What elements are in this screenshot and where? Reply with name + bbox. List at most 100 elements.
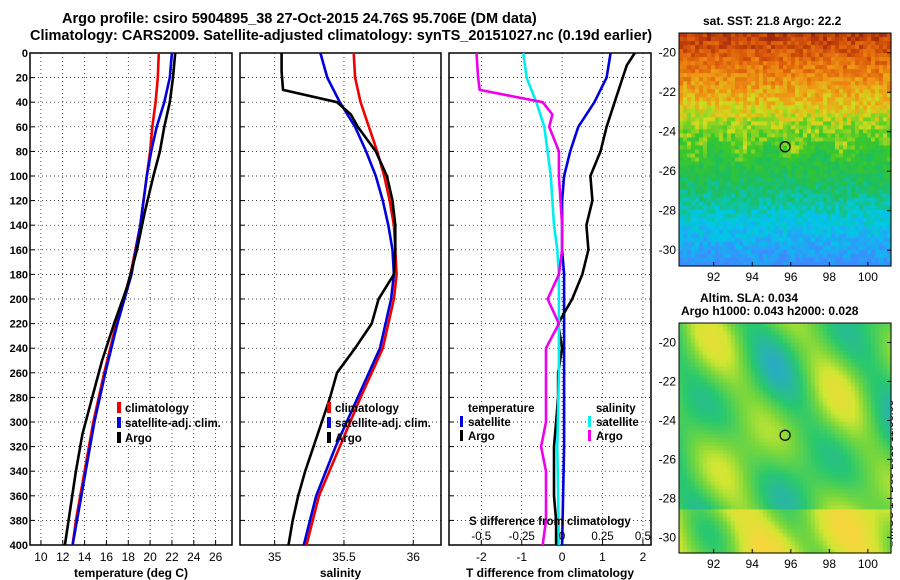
sla-map-y-tick-label: -26 xyxy=(659,452,677,466)
x2-tick-label: -0.5 xyxy=(471,531,491,543)
x-tick-label: 35 xyxy=(268,550,282,564)
plot-title-line2: Climatology: CARS2009. Satellite-adjuste… xyxy=(30,28,653,44)
legend-swatch xyxy=(117,432,121,443)
sla-map-title-2: Argo h1000: 0.043 h2000: 0.028 xyxy=(681,304,859,318)
x2-axis-label: S difference from climatology xyxy=(469,516,631,528)
sst-map-y-tick-label: -30 xyxy=(659,243,677,257)
x-tick-label: 10 xyxy=(34,550,48,564)
x2-tick-label: -0.25 xyxy=(509,531,535,543)
x-tick-label: 20 xyxy=(143,550,157,564)
sst-map-y-tick-label: -24 xyxy=(659,125,677,139)
legend-label: satellite-adj. clim. xyxy=(335,418,431,430)
x-axis-label: T difference from climatology xyxy=(466,566,634,580)
y-tick-label: 200 xyxy=(10,294,28,306)
sla-map-x-tick-label: 100 xyxy=(858,557,878,571)
x2-tick-label: 0.25 xyxy=(591,531,613,543)
y-tick-label: 280 xyxy=(10,392,28,404)
sst-map-x-tick-label: 98 xyxy=(823,270,837,284)
y-tick-label: 100 xyxy=(10,171,28,183)
sla-map-y-tick-label: -24 xyxy=(659,413,677,427)
series-line-s-argo xyxy=(475,52,564,546)
series-line-argo xyxy=(63,52,177,546)
x-tick-label: 14 xyxy=(78,550,92,564)
y-tick-label: 180 xyxy=(10,269,28,281)
sst-map-x-tick-label: 94 xyxy=(746,270,760,284)
sla-map-y-tick-label: -20 xyxy=(659,335,677,349)
sst-map-x-tick-label: 100 xyxy=(858,270,878,284)
sla-map-frame xyxy=(678,322,892,554)
series-line-argo xyxy=(280,53,397,546)
legend-swatch xyxy=(460,430,463,441)
legend-swatch xyxy=(588,416,591,427)
sla-map-x-tick-label: 96 xyxy=(784,557,798,571)
x-tick-label: 36 xyxy=(407,550,421,564)
x-tick-label: -2 xyxy=(476,550,487,564)
y-tick-label: 240 xyxy=(10,343,28,355)
sla-map-y-tick-label: -22 xyxy=(659,374,677,388)
y-tick-label: 160 xyxy=(10,245,28,257)
y-tick-label: 340 xyxy=(10,466,28,478)
x-tick-label: 2 xyxy=(640,550,647,564)
x-tick-label: 24 xyxy=(187,550,201,564)
y-tick-label: 380 xyxy=(10,515,28,527)
legend-label: climatology xyxy=(125,403,190,415)
sst-map-raster xyxy=(679,33,892,267)
x-tick-label: 0 xyxy=(559,550,566,564)
series-line-s-satellite xyxy=(522,52,561,546)
legend-label: temperature xyxy=(468,403,534,415)
y-tick-label: 260 xyxy=(10,368,28,380)
legend-label: Argo xyxy=(468,431,495,443)
sst-map-y-tick-label: -20 xyxy=(659,46,677,60)
x2-tick-label: 0.5 xyxy=(635,531,651,543)
sla-map-title-1: Altim. SLA: 0.034 xyxy=(700,291,799,305)
legend-swatch xyxy=(460,416,463,427)
y-tick-label: 80 xyxy=(16,146,28,158)
y-tick-label: 0 xyxy=(22,48,28,60)
sst-map-frame xyxy=(678,32,892,267)
sla-map-x-tick-label: 92 xyxy=(707,557,721,571)
y-tick-label: 220 xyxy=(10,319,28,331)
x-tick-label: 26 xyxy=(209,550,223,564)
x-axis-label: temperature (deg C) xyxy=(74,566,188,580)
x-tick-label: 22 xyxy=(165,550,179,564)
argo-position-marker xyxy=(779,429,791,441)
legend-swatch xyxy=(117,402,121,413)
sst-map-title: sat. SST: 21.8 Argo: 22.2 xyxy=(703,14,842,28)
y-tick-label: 20 xyxy=(16,73,28,85)
sst-map-x-tick-label: 92 xyxy=(707,270,721,284)
legend-label: Argo xyxy=(596,431,623,443)
y-tick-label: 400 xyxy=(10,540,28,552)
x-tick-label: 18 xyxy=(122,550,136,564)
x-tick-label: -1 xyxy=(516,550,527,564)
sst-map-y-tick-label: -26 xyxy=(659,164,677,178)
legend-label: satellite xyxy=(468,417,511,429)
legend-label: climatology xyxy=(335,403,400,415)
plot-title-line1: Argo profile: csiro 5904895_38 27-Oct-20… xyxy=(62,11,537,27)
x-tick-label: 1 xyxy=(599,550,606,564)
x-tick-label: 16 xyxy=(100,550,114,564)
legend-swatch xyxy=(117,417,121,428)
sst-map-x-tick-label: 96 xyxy=(784,270,798,284)
legend-swatch xyxy=(327,432,331,443)
series-line-t-argo xyxy=(552,52,636,545)
sst-map-y-tick-label: -22 xyxy=(659,85,677,99)
x-axis-label: salinity xyxy=(320,566,362,580)
y-tick-label: 40 xyxy=(16,97,28,109)
x2-tick-label: 0 xyxy=(559,531,565,543)
y-tick-label: 360 xyxy=(10,491,28,503)
sla-map-x-tick-label: 98 xyxy=(823,557,837,571)
y-tick-label: 60 xyxy=(16,122,28,134)
legend-label: satellite xyxy=(596,417,639,429)
sla-map-x-tick-label: 94 xyxy=(746,557,760,571)
y-tick-label: 300 xyxy=(10,417,28,429)
y-tick-label: 120 xyxy=(10,196,28,208)
legend-label: satellite-adj. clim. xyxy=(125,418,221,430)
legend-swatch xyxy=(327,417,331,428)
x-tick-label: 35.5 xyxy=(332,550,356,564)
legend-label: salinity xyxy=(596,403,636,415)
y-tick-label: 320 xyxy=(10,442,28,454)
sla-map-raster xyxy=(679,323,892,554)
sla-map-y-tick-label: -30 xyxy=(659,530,677,544)
legend-label: Argo xyxy=(335,433,362,445)
